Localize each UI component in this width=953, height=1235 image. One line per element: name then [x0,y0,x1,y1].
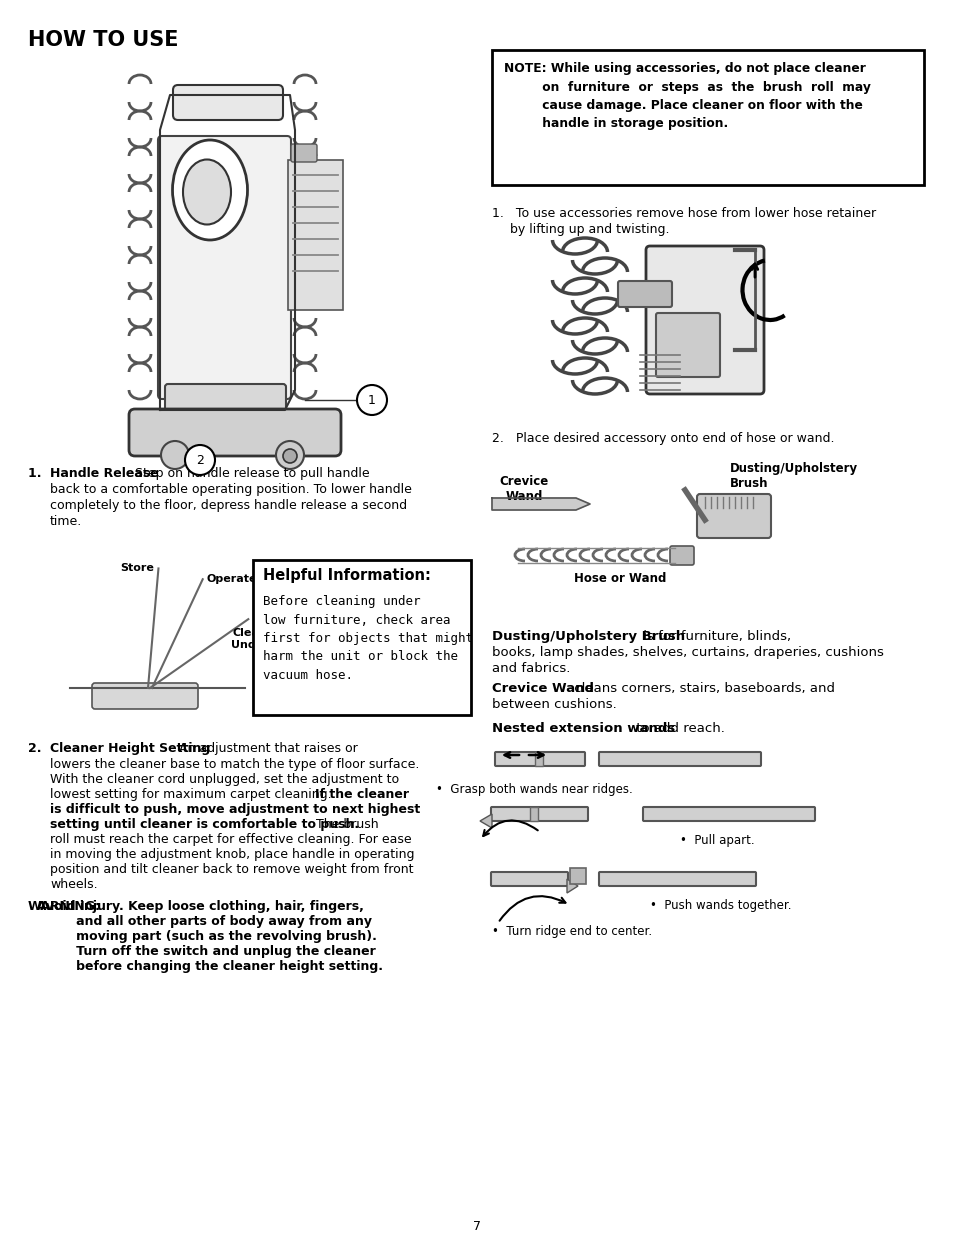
FancyBboxPatch shape [91,683,198,709]
Text: Helpful Information:: Helpful Information: [263,568,431,583]
Bar [535,752,542,766]
FancyBboxPatch shape [158,136,291,399]
Text: is difficult to push, move adjustment to next highest: is difficult to push, move adjustment to… [50,803,420,816]
Text: Avoid injury. Keep loose clothing, hair, fingers,: Avoid injury. Keep loose clothing, hair,… [28,900,363,913]
FancyBboxPatch shape [165,384,286,417]
Text: 2: 2 [196,453,204,467]
Text: Crevice
Wand: Crevice Wand [498,475,548,503]
Text: and fabrics.: and fabrics. [492,662,570,676]
Text: in moving the adjustment knob, place handle in operating: in moving the adjustment knob, place han… [50,848,414,861]
Circle shape [161,441,189,469]
Polygon shape [566,879,578,893]
Circle shape [185,445,214,475]
Text: Clean
Under: Clean Under [232,629,269,650]
Text: WARNING:: WARNING: [28,900,101,913]
Text: wheels.: wheels. [50,878,97,890]
Text: lowest setting for maximum carpet cleaning.: lowest setting for maximum carpet cleani… [50,788,335,802]
FancyBboxPatch shape [491,806,587,821]
Text: by lifting up and twisting.: by lifting up and twisting. [510,224,669,236]
Bar [253,559,471,715]
Polygon shape [479,814,492,827]
Text: Nested extension wands: Nested extension wands [492,722,675,735]
Text: Before cleaning under
low furniture, check area
first for objects that might
har: Before cleaning under low furniture, che… [263,595,473,682]
Text: 1.: 1. [28,467,51,480]
Circle shape [275,441,304,469]
FancyBboxPatch shape [645,246,763,394]
Text: to add reach.: to add reach. [631,722,724,735]
Text: . Step on handle release to pull handle: . Step on handle release to pull handle [127,467,369,480]
FancyBboxPatch shape [642,806,814,821]
Text: •  Push wands together.: • Push wands together. [649,899,791,911]
Text: time.: time. [50,515,82,529]
Text: •  Grasp both wands near ridges.: • Grasp both wands near ridges. [436,783,632,797]
Text: Dusting/Upholstery Brush: Dusting/Upholstery Brush [492,630,684,643]
Circle shape [356,385,387,415]
Text: Store: Store [120,563,154,573]
Text: position and tilt cleaner back to remove weight from front: position and tilt cleaner back to remove… [50,863,413,876]
Text: HOW TO USE: HOW TO USE [28,30,178,49]
Circle shape [283,450,296,463]
Text: is for furniture, blinds,: is for furniture, blinds, [639,630,790,643]
FancyBboxPatch shape [491,872,567,885]
Text: cleans corners, stairs, baseboards, and: cleans corners, stairs, baseboards, and [569,682,834,695]
FancyBboxPatch shape [495,752,584,766]
Text: Handle Release: Handle Release [50,467,158,480]
Text: Hose or Wand: Hose or Wand [573,572,665,585]
FancyBboxPatch shape [129,409,340,456]
Text: The brush: The brush [312,818,378,831]
Bar [530,806,537,821]
FancyBboxPatch shape [598,872,755,885]
Text: back to a comfortable operating position. To lower handle: back to a comfortable operating position… [50,483,412,496]
Ellipse shape [183,159,231,225]
Text: . An adjustment that raises or: . An adjustment that raises or [171,742,357,755]
Text: completely to the floor, depress handle release a second: completely to the floor, depress handle … [50,499,407,513]
FancyBboxPatch shape [618,282,671,308]
Text: between cushions.: between cushions. [492,698,616,711]
Bar [492,49,923,185]
Text: Cleaner Height Setting: Cleaner Height Setting [50,742,210,755]
FancyBboxPatch shape [669,546,693,564]
Ellipse shape [172,140,247,240]
Text: 2.: 2. [28,742,51,755]
FancyBboxPatch shape [656,312,720,377]
Text: 2.   Place desired accessory onto end of hose or wand.: 2. Place desired accessory onto end of h… [492,432,834,445]
Text: 1: 1 [368,394,375,406]
FancyBboxPatch shape [291,144,316,162]
Text: Dusting/Upholstery
Brush: Dusting/Upholstery Brush [729,462,858,490]
Text: NOTE: While using accessories, do not place cleaner
         on  furniture  or  : NOTE: While using accessories, do not pl… [503,62,870,131]
Text: and all other parts of body away from any: and all other parts of body away from an… [28,915,372,927]
Text: before changing the cleaner height setting.: before changing the cleaner height setti… [28,960,382,973]
Text: roll must reach the carpet for effective cleaning. For ease: roll must reach the carpet for effective… [50,832,411,846]
Text: lowers the cleaner base to match the type of floor surface.: lowers the cleaner base to match the typ… [50,758,419,771]
FancyBboxPatch shape [288,161,343,310]
Text: With the cleaner cord unplugged, set the adjustment to: With the cleaner cord unplugged, set the… [50,773,398,785]
Text: •  Turn ridge end to center.: • Turn ridge end to center. [492,925,652,939]
Text: 1.   To use accessories remove hose from lower hose retainer: 1. To use accessories remove hose from l… [492,207,875,220]
Text: Operate: Operate [207,574,257,584]
Text: •  Pull apart.: • Pull apart. [679,834,754,847]
Text: If the cleaner: If the cleaner [314,788,409,802]
FancyBboxPatch shape [598,752,760,766]
Text: setting until cleaner is comfortable to push.: setting until cleaner is comfortable to … [50,818,358,831]
FancyBboxPatch shape [697,494,770,538]
Text: Crevice Wand: Crevice Wand [492,682,594,695]
Text: Turn off the switch and unplug the cleaner: Turn off the switch and unplug the clean… [28,945,375,958]
Bar [569,868,585,884]
Text: 7: 7 [473,1220,480,1233]
Text: moving part (such as the revolving brush).: moving part (such as the revolving brush… [28,930,376,944]
Polygon shape [492,498,589,510]
FancyBboxPatch shape [172,85,283,120]
Text: books, lamp shades, shelves, curtains, draperies, cushions: books, lamp shades, shelves, curtains, d… [492,646,882,659]
Bar [494,500,574,508]
